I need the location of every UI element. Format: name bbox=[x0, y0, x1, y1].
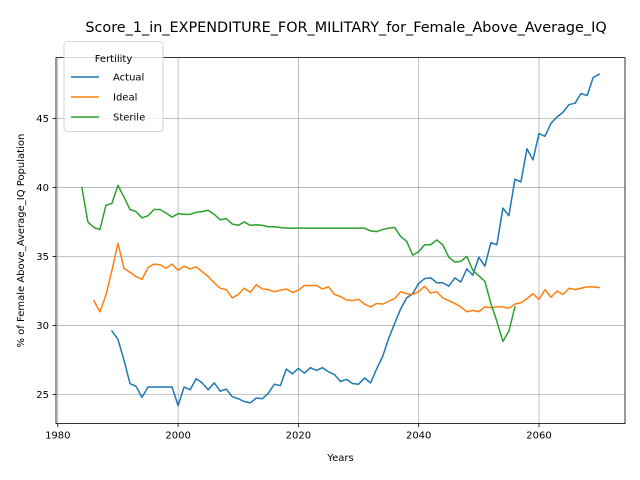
y-tick-label: 35 bbox=[36, 252, 49, 263]
legend-box bbox=[63, 41, 164, 132]
legend: Fertility Actual Ideal Sterile bbox=[63, 41, 164, 132]
x-tick-label: 2020 bbox=[286, 431, 311, 442]
series-line-ideal bbox=[92, 242, 600, 313]
legend-label-sterile: Sterile bbox=[113, 113, 145, 124]
y-tick-label: 45 bbox=[36, 114, 49, 125]
x-tick-label: 2040 bbox=[406, 431, 431, 442]
plot-frame bbox=[55, 57, 626, 424]
x-tick-label: 2060 bbox=[526, 431, 551, 442]
x-axis-label: Years bbox=[326, 453, 353, 464]
grid bbox=[56, 57, 625, 424]
y-tick-label: 25 bbox=[36, 390, 49, 401]
y-tick-label: 30 bbox=[36, 321, 49, 332]
series-line-actual bbox=[110, 73, 601, 407]
x-tick-label: 1980 bbox=[45, 431, 70, 442]
series-line-sterile bbox=[80, 184, 516, 343]
y-tick-label: 40 bbox=[36, 183, 49, 194]
legend-label-ideal: Ideal bbox=[113, 93, 137, 104]
y-axis-label: % of Female Above_Average_IQ Population bbox=[16, 134, 27, 348]
y-axis: 25 30 35 40 45 bbox=[36, 114, 56, 401]
series-layer bbox=[80, 73, 601, 407]
x-tick-label: 2000 bbox=[165, 431, 190, 442]
legend-label-actual: Actual bbox=[113, 73, 144, 84]
x-axis: 1980 2000 2020 2040 2060 bbox=[45, 423, 552, 442]
legend-title: Fertility bbox=[95, 54, 133, 65]
chart-title: Score_1_in_EXPENDITURE_FOR_MILITARY_for_… bbox=[85, 20, 606, 36]
